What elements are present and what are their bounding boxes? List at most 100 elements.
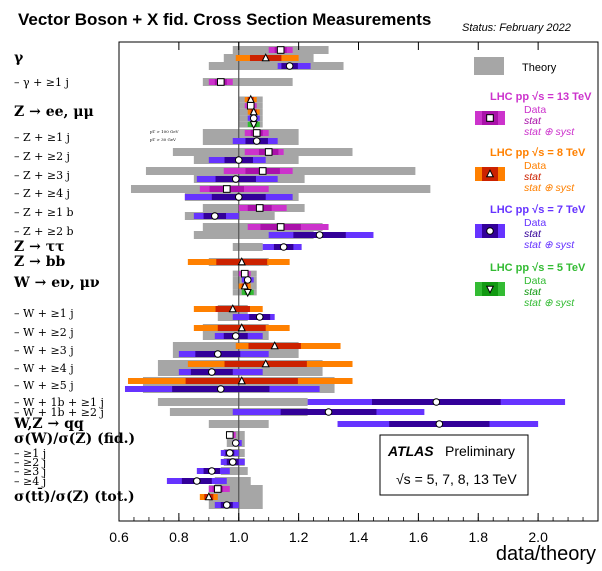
legend-group-header: LHC pp √s = 8 TeV <box>490 147 586 159</box>
row-label: Z → bb <box>14 254 65 270</box>
data-point <box>255 204 264 212</box>
row-label: – Z + ≥2 b <box>14 225 74 238</box>
data-point <box>225 449 234 457</box>
data-point <box>231 332 240 340</box>
data-point <box>228 458 237 466</box>
atlas-box: ATLAS Preliminary √s = 5, 7, 8, 13 TeV <box>379 434 529 496</box>
x-axis-label: data/theory <box>496 543 596 565</box>
atlas-label: ATLAS <box>387 443 434 459</box>
x-tick-label: 0.6 <box>109 529 129 545</box>
x-tick-label: 2.0 <box>528 529 548 545</box>
data-point <box>252 129 261 137</box>
data-point <box>234 193 243 201</box>
data-point <box>213 350 222 358</box>
data-point <box>237 257 246 266</box>
row-label: – ≥3 j <box>14 465 46 478</box>
legend-data-label: Data <box>524 104 546 116</box>
row-labels: γ – γ + ≥1 j Z → ee, μμ – Z + ≥1 j – Z + ≥2 … <box>13 50 179 505</box>
data-point <box>276 46 285 54</box>
row-label: – Z + ≥1 j <box>14 131 70 144</box>
legend-marker <box>485 169 495 178</box>
legend-stat-label: stat <box>524 286 542 298</box>
legend-syst-label: stat ⊕ syst <box>524 182 575 194</box>
row-label: – W + 1b + ≥1 j <box>14 396 104 409</box>
small-note: pT > 100 GeV <box>150 129 179 134</box>
data-point <box>243 289 252 298</box>
data-point <box>261 359 270 368</box>
data-point <box>222 185 231 193</box>
data-point <box>315 231 324 239</box>
legend-stat-label: stat <box>524 228 542 240</box>
legend-marker <box>486 227 494 235</box>
row-label: γ <box>14 50 24 66</box>
theory-band <box>220 467 248 475</box>
measurement-bars <box>124 46 566 509</box>
row-label: – W + ≥2 j <box>14 326 74 339</box>
data-point <box>213 485 222 493</box>
legend-marker <box>485 285 495 294</box>
theory-band <box>130 185 431 193</box>
preliminary-label: Preliminary <box>445 443 515 459</box>
legend-group-header: LHC pp √s = 5 TeV <box>490 262 586 274</box>
x-tick-label: 0.8 <box>169 529 189 545</box>
row-label: – Z + ≥1 b <box>14 206 74 219</box>
legend-group-header: LHC pp √s = 7 TeV <box>490 204 586 216</box>
row-label: – W + ≥3 j <box>14 344 74 357</box>
data-point <box>237 323 246 332</box>
theory-band <box>208 62 344 70</box>
data-point <box>231 175 240 183</box>
legend-stat-label: stat <box>524 115 542 127</box>
row-label: – W + 1b + ≥2 j <box>14 406 104 419</box>
data-point <box>270 341 279 350</box>
data-point <box>231 439 240 447</box>
x-tick-label: 1.6 <box>409 529 429 545</box>
data-point <box>208 467 216 475</box>
data-point <box>243 276 252 284</box>
data-point <box>234 156 243 164</box>
data-point <box>276 223 285 231</box>
legend-marker <box>486 114 494 122</box>
data-point <box>211 212 219 220</box>
data-point <box>261 53 270 62</box>
data-point <box>237 376 246 385</box>
legend-syst-label: stat ⊕ syst <box>524 239 575 251</box>
data-point <box>252 137 261 145</box>
plot-frame <box>118 41 599 522</box>
legend-data-label: Data <box>524 275 546 287</box>
data-point <box>240 281 249 290</box>
legend-stat-label: stat <box>524 171 542 183</box>
row-label: – ≥2 j <box>14 456 46 469</box>
data-point <box>246 102 255 110</box>
data-point <box>279 243 288 251</box>
data-point <box>193 477 201 485</box>
chart-title: Vector Boson + X fid. Cross Section Meas… <box>18 10 432 29</box>
row-label: σ(tt̄)/σ(Z) (tot.) <box>14 486 135 505</box>
legend-data-label: Data <box>524 217 546 229</box>
data-point <box>228 304 237 313</box>
x-tick-label: 1.8 <box>469 529 489 545</box>
data-point <box>264 148 273 156</box>
legend-syst-label: stat ⊕ syst <box>524 126 575 138</box>
row-label: – ≥1 j <box>14 447 46 460</box>
row-label: – Z + ≥3 j <box>14 169 70 182</box>
row-label: – γ + ≥1 j <box>14 76 69 89</box>
status-text: Status: February 2022 <box>462 22 571 34</box>
row-label: – W + ≥1 j <box>14 307 74 320</box>
atlas-box-frame <box>379 434 529 496</box>
legend-theory-label: Theory <box>522 62 557 74</box>
row-label: W,Z → qq <box>13 416 84 432</box>
row-label: – ≥4 j <box>14 475 46 488</box>
legend-theory-swatch <box>474 57 504 75</box>
legend-data-label: Data <box>524 160 546 172</box>
row-label: – W + ≥5 j <box>14 379 74 392</box>
row-label: – Z + ≥4 j <box>14 187 70 200</box>
theory-band <box>214 477 251 485</box>
legend-group-header: LHC pp √s = 13 TeV <box>490 91 592 103</box>
small-note: pT > 30 GeV <box>150 137 176 142</box>
legend-syst-label: stat ⊕ syst <box>524 297 575 309</box>
row-label: – Z + ≥2 j <box>14 150 70 163</box>
x-tick-label: 1.0 <box>229 529 249 545</box>
theory-band <box>157 398 308 406</box>
